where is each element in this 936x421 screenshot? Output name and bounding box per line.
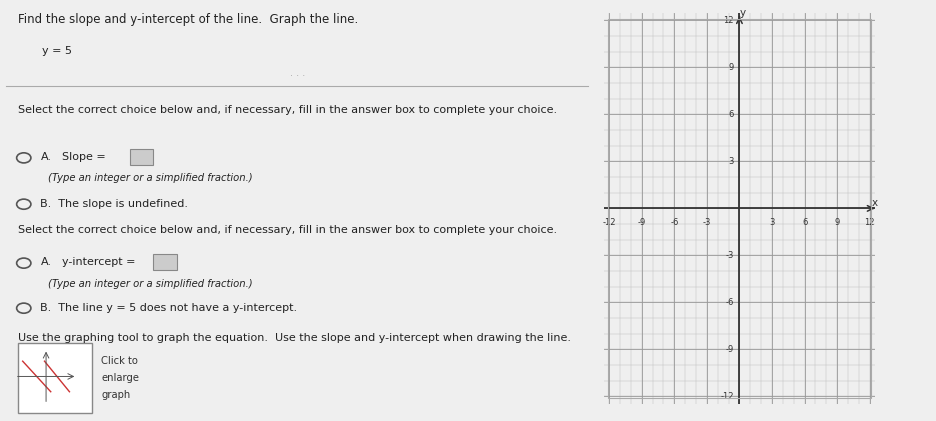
FancyBboxPatch shape (129, 149, 154, 165)
Text: 3: 3 (728, 157, 734, 166)
Text: 12: 12 (865, 218, 875, 227)
Text: A.: A. (40, 152, 51, 162)
Text: x: x (872, 198, 878, 208)
Text: 6: 6 (802, 218, 807, 227)
Text: y = 5: y = 5 (41, 46, 72, 56)
Text: Select the correct choice below and, if necessary, fill in the answer box to com: Select the correct choice below and, if … (18, 105, 557, 115)
Text: Select the correct choice below and, if necessary, fill in the answer box to com: Select the correct choice below and, if … (18, 225, 557, 235)
Text: -12: -12 (603, 218, 616, 227)
Text: -6: -6 (670, 218, 679, 227)
Text: graph: graph (101, 389, 130, 400)
Text: enlarge: enlarge (101, 373, 139, 383)
Text: 3: 3 (769, 218, 775, 227)
Text: 6: 6 (728, 110, 734, 119)
Text: -3: -3 (703, 218, 711, 227)
FancyBboxPatch shape (154, 254, 177, 270)
Text: -6: -6 (725, 298, 734, 307)
Text: B.  The line y = 5 does not have a y-intercept.: B. The line y = 5 does not have a y-inte… (40, 303, 298, 313)
Text: Slope =: Slope = (63, 152, 106, 162)
Text: 9: 9 (835, 218, 840, 227)
Text: -3: -3 (725, 251, 734, 260)
Text: B.  The slope is undefined.: B. The slope is undefined. (40, 199, 188, 209)
Text: · · ·: · · · (289, 71, 305, 81)
Text: Find the slope and y-intercept of the line.  Graph the line.: Find the slope and y-intercept of the li… (18, 13, 358, 26)
Text: A.: A. (40, 257, 51, 267)
Text: y-intercept =: y-intercept = (63, 257, 136, 267)
Text: 12: 12 (724, 16, 734, 25)
Text: Use the graphing tool to graph the equation.  Use the slope and y-intercept when: Use the graphing tool to graph the equat… (18, 333, 571, 343)
Text: 9: 9 (729, 63, 734, 72)
Text: -12: -12 (721, 392, 734, 401)
Text: (Type an integer or a simplified fraction.): (Type an integer or a simplified fractio… (48, 279, 252, 289)
Text: Click to: Click to (101, 356, 138, 366)
Text: -9: -9 (637, 218, 646, 227)
Text: -9: -9 (725, 345, 734, 354)
Text: (Type an integer or a simplified fraction.): (Type an integer or a simplified fractio… (48, 173, 252, 184)
FancyBboxPatch shape (18, 343, 92, 413)
Text: y: y (740, 8, 746, 19)
